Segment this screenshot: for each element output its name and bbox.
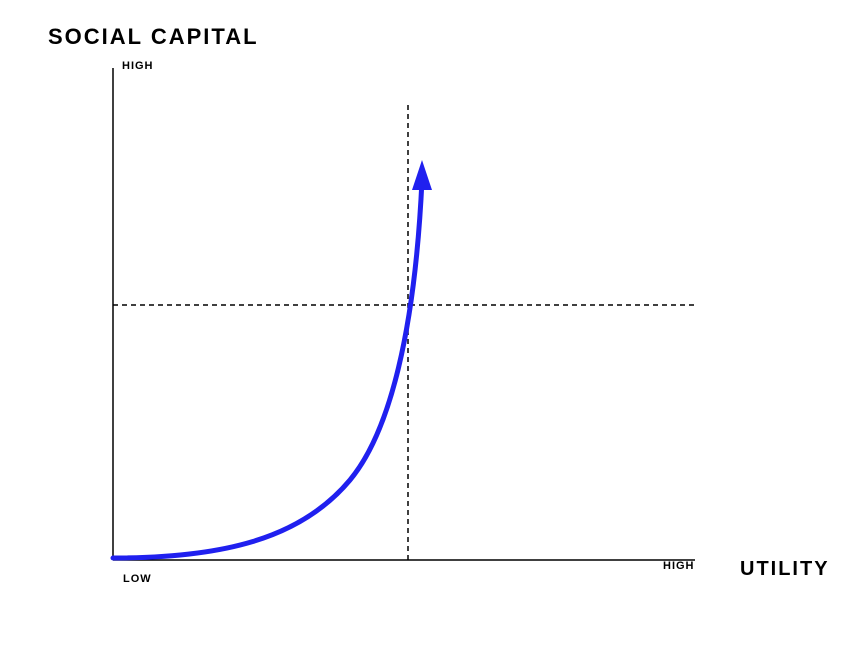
- curve-arrowhead-icon: [412, 160, 432, 190]
- y-axis-high-label: HIGH: [122, 60, 154, 72]
- chart-svg: [0, 0, 859, 647]
- x-axis-high-label: HIGH: [663, 560, 695, 572]
- chart-container: SOCIAL CAPITAL HIGH LOW HIGH UTILITY: [0, 0, 859, 647]
- x-axis-title: UTILITY: [740, 558, 830, 581]
- y-axis-title: SOCIAL CAPITAL: [48, 24, 259, 50]
- curve-path: [113, 180, 422, 558]
- origin-low-label: LOW: [123, 573, 152, 585]
